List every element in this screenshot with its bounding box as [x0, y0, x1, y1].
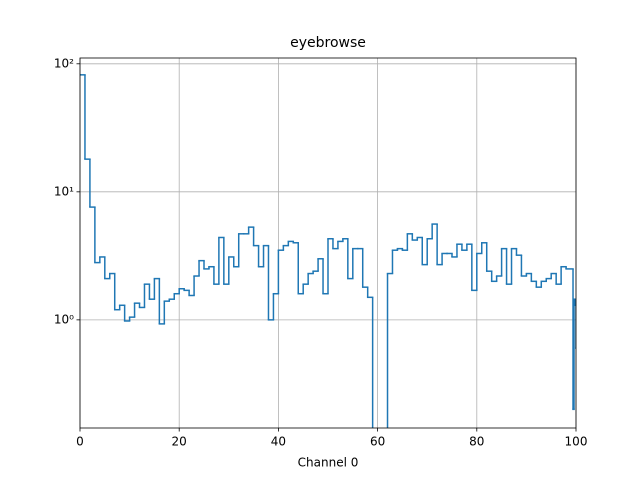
plot-area [80, 74, 576, 428]
ticks: 0 20 40 60 80 100 10⁰ 10¹ 10² [54, 56, 588, 448]
chart-title: eyebrowse [290, 35, 366, 51]
x-tick-label: 100 [565, 435, 588, 449]
y-tick-label: 10¹ [54, 184, 74, 198]
x-tick-label: 20 [172, 435, 187, 449]
x-tick-label: 0 [76, 435, 84, 449]
y-tick-label: 10⁰ [54, 312, 74, 326]
y-tick-label: 10² [54, 56, 74, 70]
x-tick-label: 80 [469, 435, 484, 449]
axes-frame [79, 57, 577, 429]
x-tick-label: 40 [271, 435, 286, 449]
x-axis-label: Channel 0 [298, 456, 359, 470]
x-tick-label: 60 [370, 435, 385, 449]
